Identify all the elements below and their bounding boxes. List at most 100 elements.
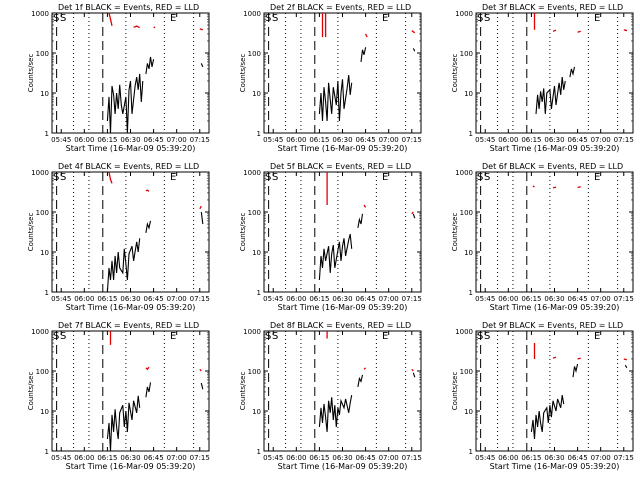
y-tick-label: 10	[252, 90, 261, 98]
events-series-segment	[412, 372, 416, 378]
x-tick-label: 06:30	[120, 136, 140, 144]
start-marker-e: S	[53, 331, 59, 342]
x-tick-label: 07:15	[190, 454, 210, 462]
x-tick-label: 06:45	[567, 136, 587, 144]
plot-title: Det 1f BLACK = Events, RED = LLD	[58, 3, 199, 12]
events-series-segment	[318, 75, 353, 122]
end-marker: E	[594, 172, 600, 183]
y-axis-label: Counts/sec	[451, 213, 459, 252]
x-tick-label: 06:30	[544, 295, 564, 303]
x-tick-label: 06:45	[355, 295, 375, 303]
x-tick-label: 06:00	[286, 136, 306, 144]
x-tick-label: 07:15	[402, 454, 422, 462]
y-tick-label: 10	[464, 408, 473, 416]
lld-series-segment	[363, 367, 367, 370]
lld-series-segment	[577, 186, 581, 189]
events-series-segment	[106, 395, 141, 452]
end-marker: E	[170, 13, 176, 24]
y-tick-label: 1	[45, 289, 49, 297]
y-tick-label: 10	[40, 90, 49, 98]
start-marker-s: S	[60, 172, 66, 183]
y-tick-label: 100	[248, 50, 261, 58]
x-axis-label: Start Time (16-Mar-09 05:39:20)	[490, 303, 620, 312]
x-tick-label: 07:00	[379, 136, 399, 144]
x-axis-label: Start Time (16-Mar-09 05:39:20)	[278, 144, 408, 153]
end-marker: E	[382, 331, 388, 342]
plot-title: Det 7f BLACK = Events, RED = LLD	[58, 321, 199, 330]
x-tick-label: 06:45	[143, 295, 163, 303]
start-marker-e: S	[53, 13, 59, 24]
y-tick-label: 1000	[455, 10, 473, 18]
x-tick-label: 06:15	[521, 454, 541, 462]
x-tick-label: 05:45	[263, 136, 283, 144]
lld-series-segment	[145, 366, 150, 371]
x-tick-label: 07:00	[591, 136, 611, 144]
x-axis-label: Start Time (16-Mar-09 05:39:20)	[278, 303, 408, 312]
x-tick-label: 07:00	[591, 295, 611, 303]
x-tick-label: 06:15	[309, 136, 329, 144]
events-series-segment	[569, 66, 576, 78]
end-marker: E	[594, 13, 600, 24]
lld-series-segment	[153, 26, 156, 29]
lld-series-segment	[411, 211, 414, 215]
x-tick-label: 06:30	[544, 136, 564, 144]
y-tick-label: 1	[45, 448, 49, 456]
start-marker-s: S	[272, 13, 278, 24]
x-tick-label: 07:15	[402, 136, 422, 144]
detector-plot-7: Det 7f BLACK = Events, RED = LLD 1 10 100 10…	[27, 321, 210, 471]
lld-series-segment	[411, 368, 414, 372]
x-tick-label: 06:45	[567, 454, 587, 462]
x-tick-label: 06:00	[498, 454, 518, 462]
x-tick-label: 05:45	[263, 454, 283, 462]
y-axis-label: Counts/sec	[239, 213, 247, 252]
y-tick-label: 1	[257, 130, 261, 138]
detector-plot-8: Det 8f BLACK = Events, RED = LLD 1 10 100 10…	[239, 321, 422, 471]
detector-plot-5: Det 5f BLACK = Events, RED = LLD 1 10 100 10…	[239, 162, 422, 312]
start-marker-e: S	[53, 172, 59, 183]
events-series-segment	[106, 238, 141, 293]
y-tick-label: 10	[464, 90, 473, 98]
start-marker-e: S	[265, 172, 271, 183]
x-tick-label: 06:15	[97, 136, 117, 144]
start-marker-e: S	[265, 331, 271, 342]
lld-series-segment	[365, 33, 368, 38]
x-tick-label: 05:45	[263, 295, 283, 303]
x-tick-label: 07:15	[614, 136, 634, 144]
events-series-segment	[200, 382, 204, 390]
y-axis-label: Counts/sec	[27, 372, 35, 411]
lld-series-segment	[552, 29, 557, 32]
events-series-segment	[357, 213, 364, 228]
y-axis-label: Counts/sec	[239, 372, 247, 411]
lld-series-segment	[552, 356, 557, 359]
x-tick-label: 07:00	[591, 454, 611, 462]
y-tick-label: 1	[469, 289, 473, 297]
plot-frame	[51, 330, 210, 452]
lld-series-segment	[199, 205, 202, 210]
x-tick-label: 06:30	[332, 136, 352, 144]
lld-series-segment	[363, 204, 367, 208]
detector-plot-1: Det 1f BLACK = Events, RED = LLD 1 10 100 10…	[27, 3, 210, 153]
events-series-segment	[318, 394, 353, 432]
plot-frame	[475, 171, 634, 293]
x-tick-label: 07:15	[614, 295, 634, 303]
x-tick-label: 07:15	[614, 454, 634, 462]
x-tick-label: 06:00	[74, 454, 94, 462]
x-tick-label: 06:15	[97, 295, 117, 303]
start-marker-e: S	[477, 172, 483, 183]
lld-series-segment	[108, 171, 113, 184]
y-tick-label: 1000	[243, 169, 261, 177]
start-marker-s: S	[484, 331, 490, 342]
lld-series-segment	[145, 189, 150, 192]
lld-series-segment	[577, 357, 581, 360]
events-series-segment	[412, 213, 416, 219]
events-series-segment	[200, 63, 204, 68]
events-series-segment	[572, 363, 579, 378]
x-tick-label: 06:15	[97, 454, 117, 462]
end-marker: E	[382, 13, 388, 24]
x-tick-label: 06:30	[332, 295, 352, 303]
plot-title: Det 5f BLACK = Events, RED = LLD	[270, 162, 411, 171]
y-tick-label: 1000	[31, 169, 49, 177]
end-marker: E	[594, 331, 600, 342]
lld-series-segment	[108, 12, 113, 26]
